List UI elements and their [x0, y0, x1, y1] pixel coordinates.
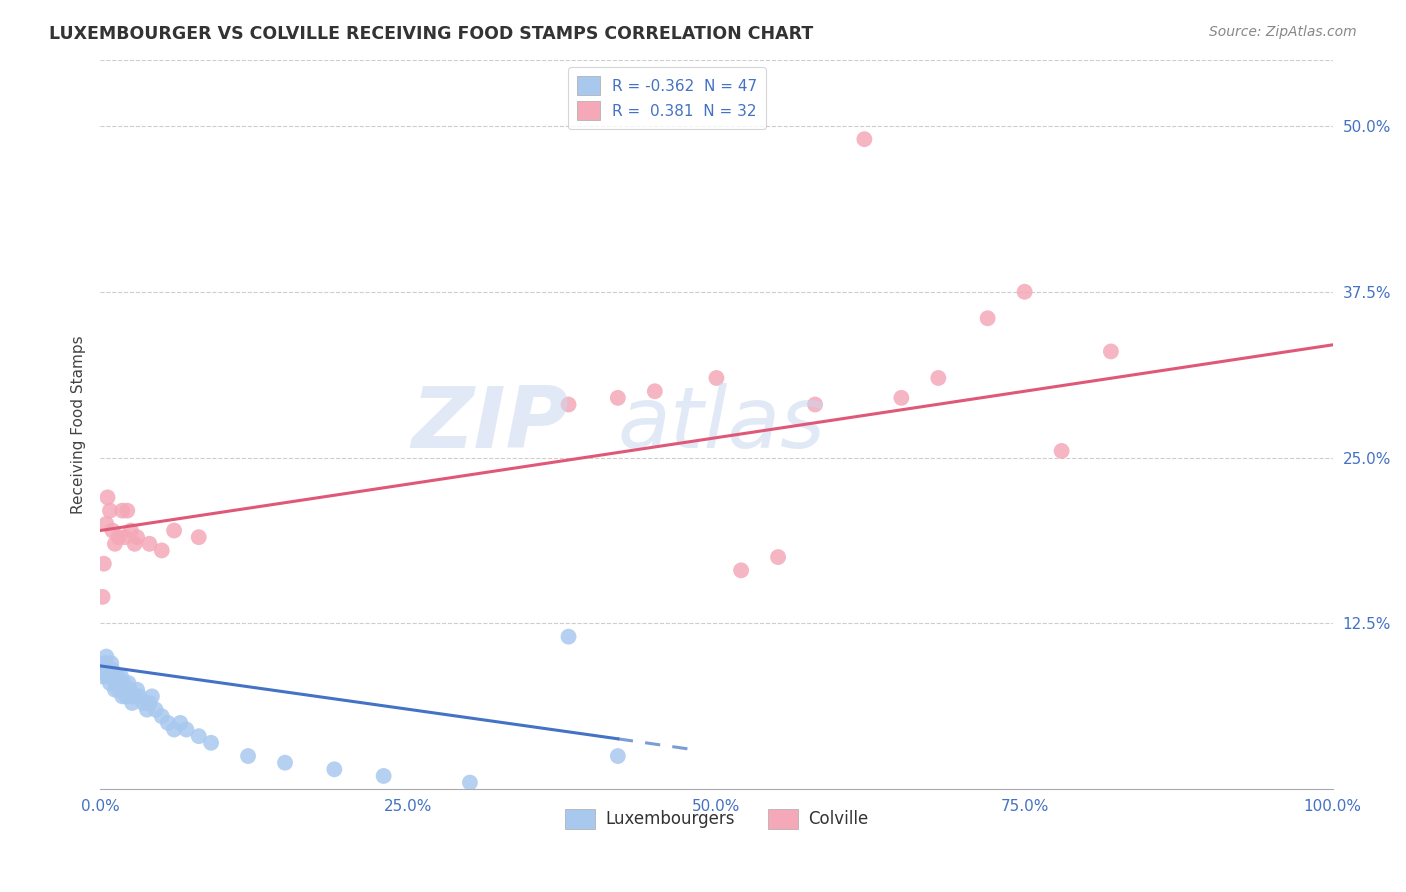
Point [115, 690, 138, 704]
Point [96, 516, 118, 531]
Point [110, 669, 132, 683]
Point [112, 676, 135, 690]
Text: Source: ZipAtlas.com: Source: ZipAtlas.com [1209, 25, 1357, 39]
Point [766, 550, 789, 565]
Point [111, 503, 134, 517]
Point [96, 491, 118, 505]
Point [98, 503, 121, 517]
Point [100, 656, 122, 670]
Point [114, 530, 136, 544]
Point [93, 557, 115, 571]
Point [200, 736, 222, 750]
Point [1099, 344, 1122, 359]
Text: LUXEMBOURGER VS COLVILLE RECEIVING FOOD STAMPS CORRELATION CHART: LUXEMBOURGER VS COLVILLE RECEIVING FOOD … [49, 25, 814, 43]
Point [120, 524, 142, 538]
Point [890, 391, 912, 405]
Point [145, 703, 167, 717]
Point [107, 682, 129, 697]
Point [96, 649, 118, 664]
Point [101, 663, 124, 677]
Point [606, 391, 628, 405]
Point [117, 682, 139, 697]
Point [91, 669, 114, 683]
Point [187, 530, 209, 544]
Point [132, 696, 155, 710]
Text: atlas: atlas [617, 383, 825, 466]
Point [101, 524, 124, 538]
Legend: Luxembourgers, Colville: Luxembourgers, Colville [558, 802, 875, 836]
Point [141, 690, 163, 704]
Point [169, 715, 191, 730]
Point [124, 537, 146, 551]
Point [557, 397, 579, 411]
Point [804, 397, 827, 411]
Point [124, 690, 146, 704]
Point [117, 676, 139, 690]
Point [108, 676, 131, 690]
Point [163, 524, 186, 538]
Point [128, 690, 150, 704]
Point [730, 563, 752, 577]
Point [557, 630, 579, 644]
Point [94, 656, 117, 670]
Point [121, 696, 143, 710]
Point [117, 503, 139, 517]
Point [606, 749, 628, 764]
Point [96, 669, 118, 683]
Point [156, 715, 179, 730]
Point [114, 682, 136, 697]
Point [373, 769, 395, 783]
Point [105, 669, 128, 683]
Point [98, 676, 121, 690]
Point [138, 537, 160, 551]
Point [105, 676, 128, 690]
Point [927, 371, 949, 385]
Point [163, 723, 186, 737]
Point [323, 762, 346, 776]
Y-axis label: Receiving Food Stamps: Receiving Food Stamps [72, 335, 86, 514]
Point [127, 530, 149, 544]
Point [1050, 444, 1073, 458]
Point [644, 384, 666, 399]
Point [107, 530, 129, 544]
Point [127, 682, 149, 697]
Point [91, 590, 114, 604]
Point [976, 311, 998, 326]
Point [150, 709, 173, 723]
Point [136, 703, 159, 717]
Point [274, 756, 297, 770]
Point [706, 371, 728, 385]
Text: ZIP: ZIP [411, 383, 568, 466]
Point [104, 682, 127, 697]
Point [103, 669, 125, 683]
Point [150, 543, 173, 558]
Point [104, 537, 127, 551]
Point [93, 663, 115, 677]
Point [118, 682, 141, 697]
Point [1014, 285, 1036, 299]
Point [187, 729, 209, 743]
Point [458, 775, 481, 789]
Point [853, 132, 876, 146]
Point [97, 663, 120, 677]
Point [120, 690, 142, 704]
Point [176, 723, 198, 737]
Point [111, 690, 134, 704]
Point [138, 696, 160, 710]
Point [236, 749, 259, 764]
